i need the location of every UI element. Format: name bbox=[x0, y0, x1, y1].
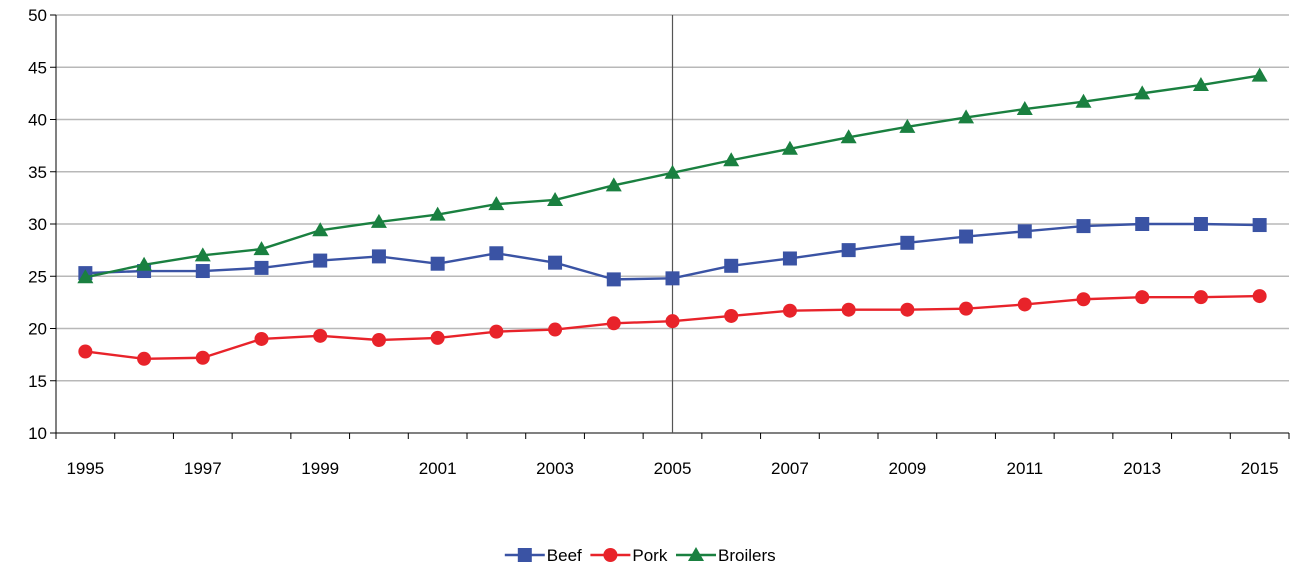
data-point bbox=[1076, 292, 1091, 307]
data-point bbox=[606, 272, 621, 287]
data-point bbox=[195, 350, 210, 365]
data-point bbox=[78, 344, 93, 359]
data-point bbox=[1134, 85, 1151, 100]
data-point bbox=[724, 308, 739, 323]
y-tick-label: 35 bbox=[28, 163, 47, 182]
y-tick-label: 30 bbox=[28, 215, 47, 234]
data-point bbox=[1017, 297, 1032, 312]
x-tick-label: 1997 bbox=[184, 459, 222, 478]
data-point bbox=[841, 302, 856, 317]
data-point bbox=[547, 191, 564, 206]
data-point bbox=[840, 129, 857, 144]
data-point bbox=[430, 330, 445, 345]
data-point bbox=[900, 235, 915, 250]
data-point bbox=[429, 206, 446, 221]
data-point bbox=[900, 302, 915, 317]
data-point bbox=[665, 271, 680, 286]
legend-item-pork: Pork bbox=[590, 546, 668, 565]
data-point bbox=[1252, 218, 1267, 233]
y-tick-label: 20 bbox=[28, 320, 47, 339]
series-beef bbox=[78, 217, 1267, 287]
series-pork bbox=[78, 289, 1267, 366]
data-point bbox=[254, 331, 269, 346]
data-point bbox=[959, 229, 974, 244]
data-point bbox=[548, 322, 563, 337]
data-point bbox=[724, 258, 739, 273]
data-point bbox=[488, 196, 505, 211]
data-point bbox=[841, 243, 856, 258]
data-point bbox=[899, 118, 916, 133]
data-point bbox=[958, 109, 975, 124]
legend-label: Beef bbox=[547, 546, 582, 565]
y-tick-label: 25 bbox=[28, 267, 47, 286]
data-point bbox=[1252, 289, 1267, 304]
data-point bbox=[371, 332, 386, 347]
data-point bbox=[371, 249, 386, 264]
data-point bbox=[313, 328, 328, 343]
data-point bbox=[253, 241, 270, 256]
legend-marker bbox=[517, 548, 532, 562]
data-point bbox=[313, 253, 328, 268]
data-point bbox=[1193, 217, 1208, 231]
data-point bbox=[1076, 219, 1091, 234]
data-point bbox=[194, 247, 211, 262]
axes bbox=[50, 14, 1290, 439]
x-tick-label: 2011 bbox=[1007, 459, 1044, 478]
x-tick-label: 2003 bbox=[536, 459, 574, 478]
data-point bbox=[665, 314, 680, 329]
data-point bbox=[782, 251, 797, 266]
x-tick-label: 2015 bbox=[1241, 459, 1279, 478]
data-point bbox=[489, 324, 504, 339]
data-point bbox=[548, 255, 563, 270]
x-tick-label: 2005 bbox=[654, 459, 692, 478]
series-broilers bbox=[77, 67, 1268, 284]
x-tick-label: 1995 bbox=[66, 459, 104, 478]
legend-label: Pork bbox=[632, 546, 667, 565]
x-tick-label: 2013 bbox=[1123, 459, 1161, 478]
data-point bbox=[664, 164, 681, 179]
data-point bbox=[1017, 224, 1032, 239]
y-tick-label: 15 bbox=[28, 372, 47, 391]
data-point bbox=[312, 222, 329, 237]
data-point bbox=[1192, 77, 1209, 92]
data-point bbox=[1135, 290, 1150, 305]
data-point bbox=[1193, 290, 1208, 305]
x-tick-label: 2009 bbox=[888, 459, 926, 478]
data-point bbox=[1075, 93, 1092, 108]
data-point bbox=[430, 256, 445, 271]
legend-marker bbox=[688, 547, 704, 561]
x-axis-tick-labels: 1995 1997 1999 2001 2003 2005 2007 2009 2011 2013… bbox=[66, 459, 1278, 478]
data-point bbox=[781, 140, 798, 155]
legend-item-broilers: Broilers bbox=[676, 546, 776, 565]
data-point bbox=[254, 260, 269, 275]
y-axis-tick-labels: 10 15 20 25 30 35 40 45 50 bbox=[28, 6, 47, 443]
data-point bbox=[195, 264, 210, 279]
data-point bbox=[1135, 217, 1150, 231]
x-tick-label: 2001 bbox=[419, 459, 457, 478]
legend-marker bbox=[603, 548, 618, 562]
data-point bbox=[370, 213, 387, 228]
data-point bbox=[137, 351, 152, 366]
data-point bbox=[136, 256, 153, 271]
data-point bbox=[606, 316, 621, 331]
data-point bbox=[723, 152, 740, 167]
y-tick-label: 10 bbox=[28, 424, 47, 443]
data-point bbox=[1251, 67, 1268, 82]
y-tick-label: 45 bbox=[28, 58, 47, 77]
data-point bbox=[605, 177, 622, 192]
y-tick-label: 50 bbox=[28, 6, 47, 25]
x-tick-label: 1999 bbox=[301, 459, 339, 478]
x-tick-label: 2007 bbox=[771, 459, 809, 478]
y-tick-label: 40 bbox=[28, 111, 47, 130]
legend-item-beef: Beef bbox=[504, 546, 582, 565]
legend: Beef Pork Broilers bbox=[504, 546, 776, 565]
data-point bbox=[782, 303, 797, 318]
data-point bbox=[959, 301, 974, 316]
data-series bbox=[77, 67, 1268, 366]
data-point bbox=[489, 246, 504, 261]
data-point bbox=[1016, 101, 1033, 116]
legend-label: Broilers bbox=[718, 546, 776, 565]
data-point bbox=[77, 269, 94, 284]
